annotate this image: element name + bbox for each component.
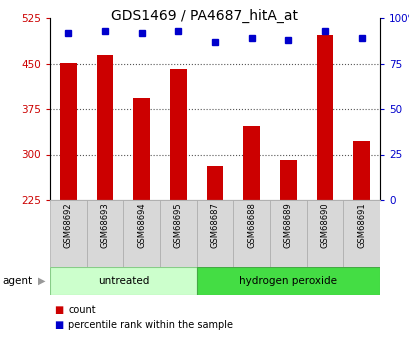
Text: ▶: ▶: [38, 276, 46, 286]
Text: GSM68693: GSM68693: [100, 202, 109, 248]
Text: GSM68694: GSM68694: [137, 202, 146, 248]
Text: GSM68688: GSM68688: [247, 202, 256, 248]
Text: GDS1469 / PA4687_hitA_at: GDS1469 / PA4687_hitA_at: [111, 9, 298, 23]
Text: count: count: [68, 305, 96, 315]
Bar: [196, 267, 379, 295]
Bar: [196, 200, 233, 267]
Text: GSM68689: GSM68689: [283, 202, 292, 248]
Bar: [123, 200, 160, 267]
Bar: [86, 200, 123, 267]
Bar: [133, 98, 150, 200]
Bar: [50, 267, 196, 295]
Bar: [342, 200, 379, 267]
Text: GSM68687: GSM68687: [210, 202, 219, 248]
Bar: [353, 140, 369, 200]
Bar: [270, 200, 306, 267]
Text: GSM68695: GSM68695: [173, 202, 182, 248]
Bar: [279, 160, 296, 200]
Bar: [50, 200, 86, 267]
Bar: [170, 69, 186, 200]
Text: ■: ■: [54, 305, 63, 315]
Bar: [316, 35, 333, 200]
Text: percentile rank within the sample: percentile rank within the sample: [68, 320, 233, 330]
Text: hydrogen peroxide: hydrogen peroxide: [239, 276, 337, 286]
Bar: [206, 166, 223, 200]
Text: GSM68691: GSM68691: [356, 202, 365, 248]
Bar: [160, 200, 196, 267]
Text: GSM68692: GSM68692: [64, 202, 73, 248]
Bar: [233, 200, 270, 267]
Text: ■: ■: [54, 320, 63, 330]
Text: untreated: untreated: [97, 276, 148, 286]
Bar: [60, 63, 76, 200]
Bar: [97, 55, 113, 200]
Bar: [306, 200, 342, 267]
Text: agent: agent: [2, 276, 32, 286]
Bar: [243, 126, 259, 200]
Text: GSM68690: GSM68690: [320, 202, 329, 248]
